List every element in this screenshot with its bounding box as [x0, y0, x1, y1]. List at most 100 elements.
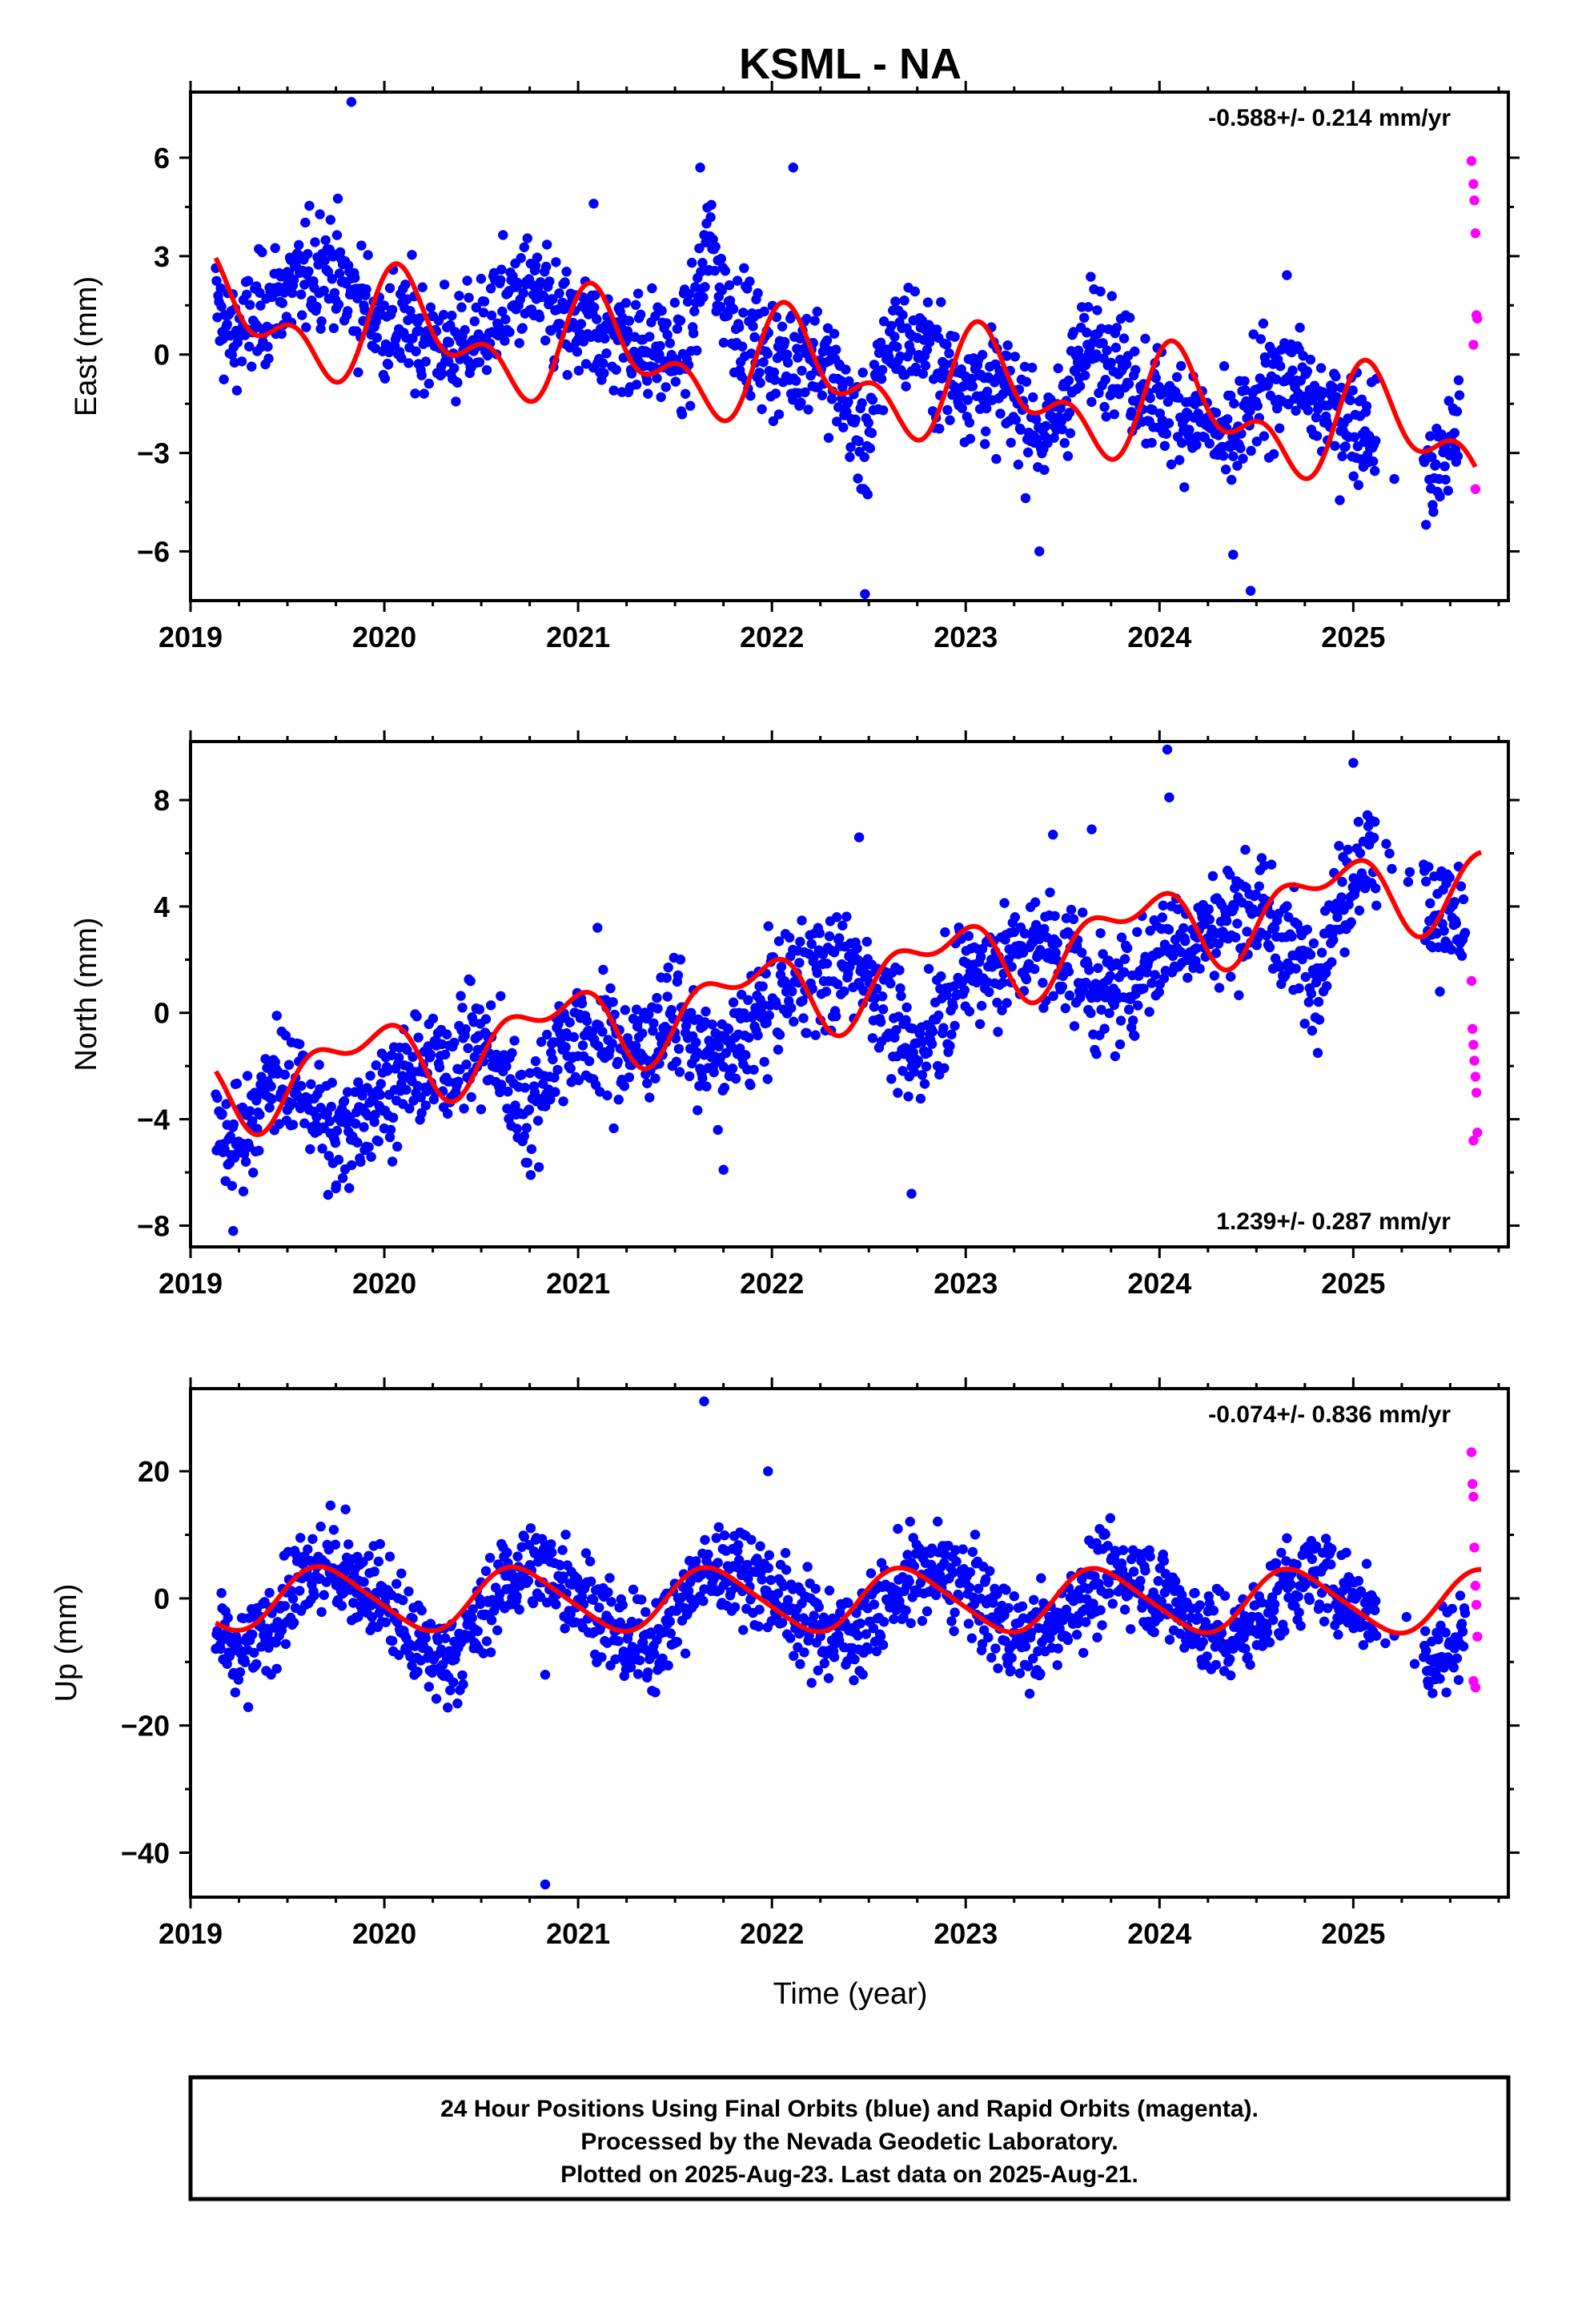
- final-orbit-point: [1050, 911, 1060, 922]
- final-orbit-point: [601, 348, 612, 359]
- final-orbit-point: [1435, 1620, 1446, 1631]
- final-orbit-point: [1255, 334, 1267, 344]
- final-orbit-point: [1118, 333, 1130, 344]
- final-orbit-point: [564, 1017, 575, 1027]
- final-orbit-point: [773, 409, 785, 420]
- final-orbit-point: [1259, 431, 1270, 441]
- final-orbit-point: [1266, 859, 1277, 870]
- final-orbit-point: [852, 943, 862, 954]
- final-orbit-point: [757, 404, 767, 415]
- final-orbit-point: [519, 242, 529, 252]
- final-orbit-point: [821, 987, 832, 997]
- final-orbit-point: [637, 1028, 648, 1039]
- final-orbit-point: [1452, 451, 1464, 461]
- final-orbit-point: [1304, 1594, 1315, 1606]
- final-orbit-point: [901, 1605, 911, 1616]
- final-orbit-point: [211, 275, 222, 286]
- final-orbit-point: [1102, 345, 1112, 356]
- final-orbit-point: [814, 928, 825, 939]
- final-orbit-point: [801, 313, 812, 324]
- final-orbit-point: [303, 248, 313, 259]
- final-orbit-point: [271, 1011, 282, 1021]
- final-orbit-point: [1423, 862, 1434, 872]
- final-orbit-point: [303, 1544, 313, 1554]
- final-orbit-point: [263, 341, 273, 352]
- final-orbit-point: [896, 991, 906, 1001]
- final-orbit-point: [407, 250, 417, 260]
- final-orbit-point: [983, 1632, 994, 1642]
- final-orbit-point: [936, 971, 946, 982]
- final-orbit-point: [375, 1090, 385, 1100]
- final-orbit-point: [992, 1589, 1002, 1599]
- final-orbit-point: [1128, 1015, 1138, 1026]
- final-orbit-point: [222, 319, 232, 330]
- final-orbit-point: [472, 1626, 483, 1637]
- final-orbit-point: [327, 274, 337, 284]
- final-orbit-point: [1221, 915, 1232, 927]
- final-orbit-point: [620, 298, 632, 308]
- final-orbit-point: [904, 1576, 914, 1586]
- final-orbit-point: [1223, 414, 1233, 424]
- final-orbit-point: [562, 370, 572, 380]
- north-rate-label: 1.239+/- 0.287 mm/yr: [1216, 1208, 1451, 1235]
- final-orbit-point: [1457, 1626, 1468, 1637]
- final-orbit-point: [665, 1628, 676, 1638]
- final-orbit-point: [1130, 1031, 1140, 1041]
- final-orbit-point: [628, 1584, 639, 1595]
- final-orbit-point: [922, 297, 934, 308]
- final-orbit-point: [895, 351, 905, 362]
- final-orbit-point: [902, 1550, 913, 1560]
- rapid-orbit-point: [1469, 1542, 1480, 1553]
- final-orbit-point: [895, 983, 905, 994]
- final-orbit-point: [1078, 1647, 1089, 1659]
- final-orbit-point: [643, 1667, 653, 1678]
- final-orbit-point: [1439, 461, 1450, 472]
- final-orbit-point: [1328, 935, 1339, 945]
- final-orbit-point: [1000, 1635, 1010, 1647]
- final-orbit-point: [1449, 428, 1460, 438]
- final-orbit-point: [877, 1639, 889, 1651]
- final-orbit-point: [865, 1568, 877, 1578]
- final-orbit-point: [1133, 1000, 1143, 1011]
- final-orbit-point: [1122, 943, 1133, 954]
- final-orbit-point: [718, 1062, 729, 1072]
- final-orbit-point: [1423, 1680, 1434, 1691]
- final-orbit-point: [1100, 375, 1110, 385]
- final-orbit-point: [1093, 963, 1103, 974]
- final-orbit-point: [894, 965, 905, 975]
- y-tick-label: −4: [137, 1104, 170, 1136]
- final-orbit-point: [753, 1621, 764, 1632]
- final-orbit-point: [1331, 371, 1341, 382]
- final-orbit-point: [1150, 372, 1161, 384]
- final-orbit-point: [247, 1116, 258, 1127]
- final-orbit-point: [371, 1587, 381, 1598]
- rapid-orbit-point: [1469, 1055, 1480, 1066]
- final-orbit-point: [1099, 401, 1110, 412]
- final-orbit-point: [408, 1051, 418, 1062]
- final-orbit-point: [893, 1088, 903, 1098]
- final-orbit-point: [1138, 983, 1149, 994]
- final-orbit-point: [829, 328, 840, 339]
- final-orbit-point: [748, 1010, 758, 1021]
- final-orbit-point: [877, 364, 888, 375]
- final-orbit-point: [950, 332, 960, 342]
- final-orbit-point: [867, 1033, 878, 1043]
- final-orbit-point: [468, 1604, 478, 1614]
- final-orbit-point: [247, 361, 257, 372]
- final-orbit-point: [832, 416, 842, 427]
- final-orbit-point: [718, 1164, 729, 1175]
- final-orbit-point: [573, 365, 584, 376]
- final-orbit-point: [323, 1151, 334, 1161]
- final-orbit-point: [942, 340, 952, 350]
- x-tick-label: 2025: [1321, 1267, 1385, 1300]
- final-orbit-point: [1161, 428, 1172, 439]
- final-orbit-point: [1110, 1051, 1121, 1062]
- final-orbit-point: [420, 356, 431, 367]
- final-orbit-point: [1100, 1529, 1110, 1540]
- final-orbit-point: [363, 250, 373, 260]
- final-orbit-point: [245, 1106, 255, 1116]
- final-orbit-point: [1172, 1597, 1183, 1608]
- final-orbit-point: [555, 319, 565, 329]
